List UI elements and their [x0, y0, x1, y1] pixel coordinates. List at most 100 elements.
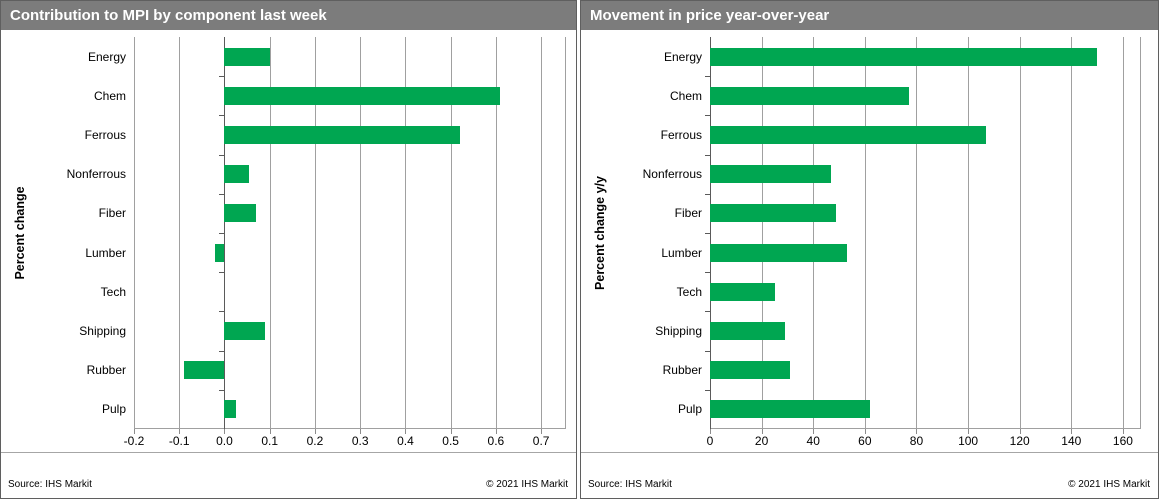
category-tick-mark — [219, 115, 225, 117]
category-label-energy: Energy — [87, 49, 126, 64]
category-label-lumber: Lumber — [661, 245, 702, 260]
bar-row — [134, 351, 566, 390]
bar-row — [134, 272, 566, 311]
bar-row — [134, 311, 566, 350]
mpi-contribution-chart-panel: Contribution to MPI by component last we… — [0, 0, 577, 499]
bar-row — [710, 76, 1141, 115]
x-tick-label: -0.1 — [168, 434, 190, 448]
x-tick-label: -0.2 — [123, 434, 145, 448]
gridline-x-40 — [813, 37, 815, 429]
x-axis-tick-mark — [450, 429, 452, 434]
x-axis-tick-mark — [360, 429, 362, 434]
category-tick-mark — [219, 233, 225, 234]
x-tick-label: 0.0 — [216, 434, 233, 448]
category-tick-mark — [705, 193, 710, 195]
category-label-shipping: Shipping — [655, 323, 702, 338]
x-axis-tick-mark — [269, 429, 271, 434]
bar-rubber — [183, 361, 225, 380]
bar-ferrous — [710, 125, 987, 144]
category-label-nonferrous: Nonferrous — [66, 167, 126, 182]
x-tick-label: 0.3 — [351, 434, 369, 448]
category-labels: Energy Chem Ferrous Nonferrous Fiber Lumber Te… — [1, 37, 126, 429]
bar-row — [134, 155, 566, 194]
gridline-x-0.7 — [541, 37, 543, 429]
plot-right-border — [565, 37, 566, 429]
bar-shipping — [224, 321, 266, 340]
bar-row — [710, 115, 1141, 154]
gridline-x-100 — [968, 37, 970, 429]
chart-footer: Source: IHS Markit © 2021 IHS Markit — [581, 472, 1158, 496]
x-tick-label: 0.1 — [261, 434, 279, 448]
x-axis-tick-mark — [224, 429, 226, 434]
category-tick-mark — [705, 233, 710, 234]
category-tick-mark — [219, 154, 225, 156]
chart-title-bar: Movement in price year-over-year — [581, 1, 1158, 30]
bar-energy — [710, 47, 1098, 66]
category-labels: Energy Chem Ferrous Nonferrous Fiber Lumber Te… — [581, 37, 702, 429]
category-label-energy: Energy — [663, 49, 702, 64]
bar-row — [134, 233, 566, 272]
category-label-pulp: Pulp — [101, 402, 126, 417]
category-label-ferrous: Ferrous — [660, 127, 702, 142]
gridline-x-0.1 — [269, 37, 271, 429]
footer-divider — [1, 452, 576, 453]
gridline-x-0.2 — [314, 37, 316, 429]
x-axis-tick-mark — [710, 429, 711, 434]
x-tick-label: 80 — [909, 434, 924, 448]
x-tick-label: 100 — [958, 434, 979, 448]
x-axis-tick-mark — [541, 429, 543, 434]
category-tick-mark — [705, 272, 710, 274]
bar-pulp — [710, 400, 870, 419]
category-tick-mark — [219, 350, 225, 352]
category-label-shipping: Shipping — [79, 323, 126, 338]
category-label-tech: Tech — [676, 284, 702, 299]
x-axis-tick-mark — [495, 429, 497, 434]
bar-row — [710, 194, 1141, 233]
category-label-tech: Tech — [100, 284, 126, 299]
category-tick-mark — [705, 389, 710, 391]
bar-row — [710, 37, 1141, 76]
category-label-fiber: Fiber — [98, 206, 126, 221]
gridline-x-140 — [1071, 37, 1073, 429]
bar-row — [134, 76, 566, 115]
x-axis-tick-mark — [179, 429, 181, 434]
bar-pulp — [224, 400, 236, 419]
plot-right-border — [1140, 37, 1141, 429]
x-axis-tick-labels: 0 20 40 60 80 100 120 140 160 — [707, 434, 1141, 450]
x-tick-label: 0.5 — [442, 434, 459, 448]
bar-lumber — [215, 243, 225, 262]
bar-row — [134, 390, 566, 429]
bar-row — [134, 194, 566, 233]
category-tick-mark — [705, 115, 710, 117]
bar-row — [710, 272, 1141, 311]
x-axis-tick-mark — [314, 429, 316, 434]
x-axis-tick-mark — [405, 429, 407, 434]
bar-lumber — [710, 243, 847, 262]
bar-fiber — [710, 204, 837, 223]
bar-row — [710, 390, 1141, 429]
category-tick-mark — [705, 350, 710, 352]
x-tick-label: 140 — [1061, 434, 1082, 448]
x-axis-tick-mark — [916, 429, 918, 434]
category-label-chem: Chem — [93, 88, 126, 103]
gridline-x-0.6 — [495, 37, 497, 429]
chart-title-bar: Contribution to MPI by component last we… — [1, 1, 576, 30]
category-label-ferrous: Ferrous — [84, 127, 126, 142]
copyright-note: © 2021 IHS Markit — [1068, 478, 1150, 490]
x-axis-line — [710, 428, 1141, 429]
bar-row — [710, 233, 1141, 272]
x-tick-label: 0.2 — [306, 434, 324, 448]
plot-area — [705, 37, 1141, 434]
gridline-x--0.1 — [179, 37, 181, 429]
y-axis-line — [710, 37, 711, 429]
category-label-chem: Chem — [669, 88, 702, 103]
bar-row — [710, 351, 1141, 390]
x-axis-tick-mark — [1122, 429, 1124, 434]
bar-chem — [710, 86, 909, 105]
x-axis-tick-labels: -0.2 -0.1 0.0 0.1 0.2 0.3 0.4 0.5 0.6 0.7 — [124, 434, 566, 450]
category-label-rubber: Rubber — [662, 363, 702, 378]
gridline-x-160 — [1122, 37, 1124, 429]
bar-nonferrous — [224, 165, 250, 184]
category-tick-mark — [219, 272, 225, 274]
